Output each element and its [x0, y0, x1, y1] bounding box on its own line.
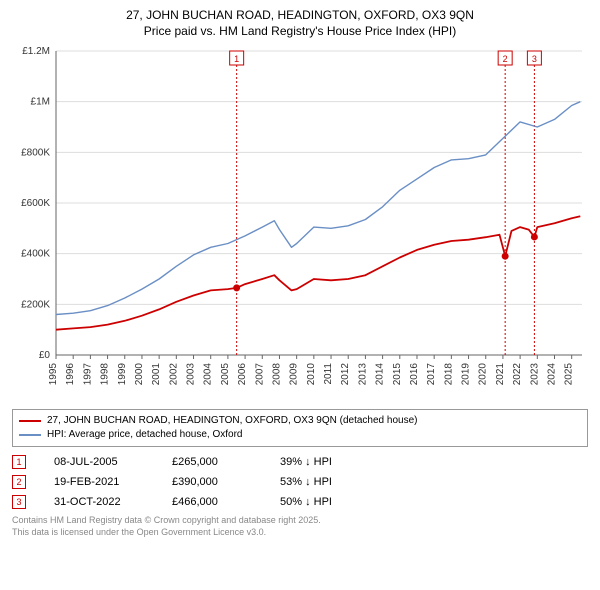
legend-row-price: 27, JOHN BUCHAN ROAD, HEADINGTON, OXFORD…	[19, 414, 581, 428]
footer: Contains HM Land Registry data © Crown c…	[12, 515, 588, 538]
svg-text:2022: 2022	[512, 363, 523, 386]
svg-text:£1M: £1M	[31, 97, 50, 108]
sales-table: 1 08-JUL-2005 £265,000 39% ↓ HPI 2 19-FE…	[12, 455, 588, 509]
sale-hpi: 50% ↓ HPI	[280, 496, 380, 508]
sale-marker-icon: 1	[12, 455, 26, 469]
title-address: 27, JOHN BUCHAN ROAD, HEADINGTON, OXFORD…	[12, 8, 588, 24]
chart-container: 27, JOHN BUCHAN ROAD, HEADINGTON, OXFORD…	[0, 0, 600, 590]
sale-marker-icon: 3	[12, 495, 26, 509]
svg-text:2012: 2012	[340, 363, 351, 386]
svg-text:1: 1	[234, 54, 239, 64]
svg-text:2015: 2015	[392, 363, 403, 386]
sale-hpi: 53% ↓ HPI	[280, 476, 380, 488]
sale-row: 2 19-FEB-2021 £390,000 53% ↓ HPI	[12, 475, 588, 489]
title-block: 27, JOHN BUCHAN ROAD, HEADINGTON, OXFORD…	[12, 8, 588, 39]
sale-price: £390,000	[172, 476, 252, 488]
svg-text:2019: 2019	[461, 363, 472, 386]
svg-text:2017: 2017	[426, 363, 437, 386]
svg-text:2004: 2004	[203, 363, 214, 386]
svg-text:2018: 2018	[443, 363, 454, 386]
title-subtitle: Price paid vs. HM Land Registry's House …	[12, 24, 588, 40]
sale-price: £466,000	[172, 496, 252, 508]
sale-row: 1 08-JUL-2005 £265,000 39% ↓ HPI	[12, 455, 588, 469]
svg-text:2003: 2003	[186, 363, 197, 386]
svg-text:£1.2M: £1.2M	[22, 46, 50, 57]
svg-text:2016: 2016	[409, 363, 420, 386]
svg-text:2009: 2009	[289, 363, 300, 386]
sale-date: 08-JUL-2005	[54, 456, 144, 468]
svg-text:£400K: £400K	[21, 249, 50, 260]
svg-text:1995: 1995	[48, 363, 59, 386]
svg-text:2001: 2001	[151, 363, 162, 386]
svg-text:1996: 1996	[65, 363, 76, 386]
svg-text:£800K: £800K	[21, 148, 50, 159]
svg-text:2005: 2005	[220, 363, 231, 386]
svg-text:2025: 2025	[564, 363, 575, 386]
sale-row: 3 31-OCT-2022 £466,000 50% ↓ HPI	[12, 495, 588, 509]
svg-text:2021: 2021	[495, 363, 506, 386]
svg-text:£200K: £200K	[21, 300, 50, 311]
legend-label-price: 27, JOHN BUCHAN ROAD, HEADINGTON, OXFORD…	[47, 414, 417, 428]
svg-text:2002: 2002	[168, 363, 179, 386]
svg-text:2008: 2008	[271, 363, 282, 386]
svg-text:1998: 1998	[100, 363, 111, 386]
svg-text:£600K: £600K	[21, 198, 50, 209]
svg-text:1999: 1999	[117, 363, 128, 386]
sale-price: £265,000	[172, 456, 252, 468]
svg-text:2013: 2013	[357, 363, 368, 386]
svg-text:2011: 2011	[323, 363, 334, 385]
svg-text:2023: 2023	[529, 363, 540, 386]
svg-text:2006: 2006	[237, 363, 248, 386]
svg-text:2007: 2007	[254, 363, 265, 386]
legend-swatch-hpi	[19, 434, 41, 436]
footer-line2: This data is licensed under the Open Gov…	[12, 527, 588, 539]
svg-text:2000: 2000	[134, 363, 145, 386]
legend: 27, JOHN BUCHAN ROAD, HEADINGTON, OXFORD…	[12, 409, 588, 447]
svg-text:3: 3	[532, 54, 537, 64]
chart: £0 £200K £400K £600K £800K £1M £1.2M 1995 1996 19…	[12, 45, 588, 405]
svg-text:2014: 2014	[375, 363, 386, 386]
sale-hpi: 39% ↓ HPI	[280, 456, 380, 468]
svg-text:2010: 2010	[306, 363, 317, 386]
sale-marker-icon: 2	[12, 475, 26, 489]
sale-date: 19-FEB-2021	[54, 476, 144, 488]
svg-text:2024: 2024	[546, 363, 557, 386]
sale-date: 31-OCT-2022	[54, 496, 144, 508]
footer-line1: Contains HM Land Registry data © Crown c…	[12, 515, 588, 527]
svg-text:2: 2	[503, 54, 508, 64]
svg-text:2020: 2020	[478, 363, 489, 386]
legend-swatch-price	[19, 420, 41, 422]
svg-text:1997: 1997	[82, 363, 93, 386]
legend-label-hpi: HPI: Average price, detached house, Oxfo…	[47, 428, 243, 442]
legend-row-hpi: HPI: Average price, detached house, Oxfo…	[19, 428, 581, 442]
svg-text:£0: £0	[39, 350, 51, 361]
chart-svg: £0 £200K £400K £600K £800K £1M £1.2M 1995 1996 19…	[12, 45, 588, 405]
